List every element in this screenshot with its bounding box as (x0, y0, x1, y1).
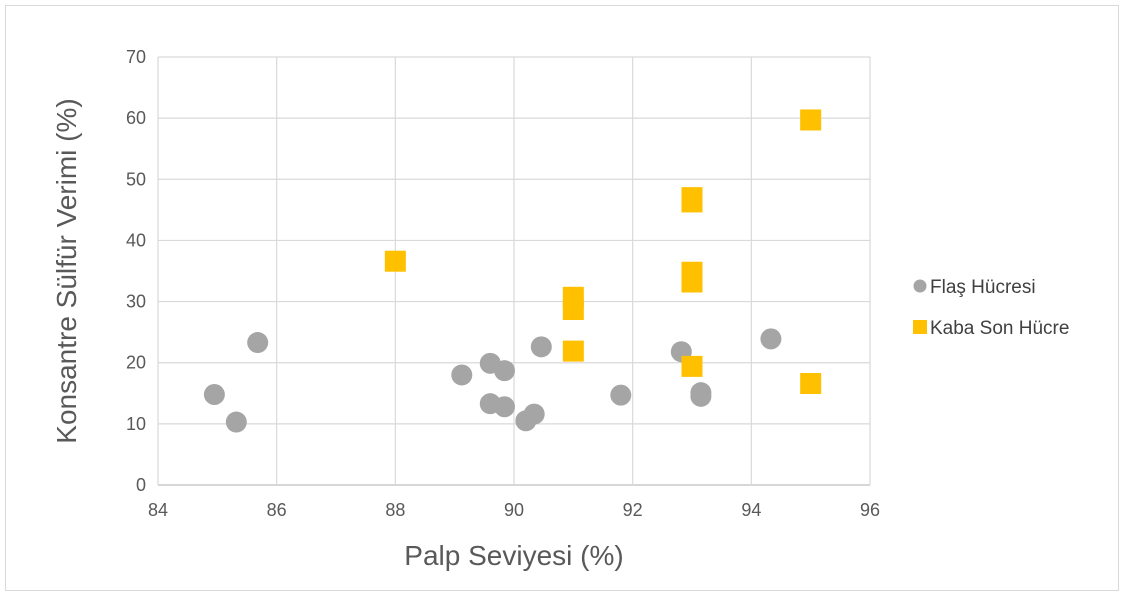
legend-label: Kaba Son Hücre (930, 318, 1069, 339)
point-flas-hucresi (523, 403, 545, 425)
x-tick-label: 96 (860, 500, 880, 520)
y-tick-labels: 0 10 20 30 40 50 60 70 (126, 47, 146, 495)
point-flas-hucresi (203, 384, 225, 406)
point-kaba-son-hucre (681, 271, 703, 293)
point-kaba-son-hucre (681, 355, 703, 377)
legend-label: Flaş Hücresi (930, 277, 1036, 298)
y-tick-label: 50 (126, 169, 146, 189)
legend-marker-square (913, 320, 927, 334)
point-flas-hucresi (247, 332, 269, 354)
point-flas-hucresi (530, 336, 552, 358)
data-points (203, 109, 822, 433)
y-tick-label: 20 (126, 353, 146, 373)
chart-frame (5, 5, 1119, 591)
point-kaba-son-hucre (681, 191, 703, 213)
y-tick-label: 0 (136, 475, 146, 495)
x-tick-label: 90 (504, 500, 524, 520)
legend-marker-circle (913, 279, 927, 293)
point-kaba-son-hucre (562, 299, 584, 321)
point-kaba-son-hucre (562, 340, 584, 362)
point-kaba-son-hucre (800, 109, 822, 131)
point-flas-hucresi (760, 328, 782, 350)
y-tick-label: 70 (126, 47, 146, 67)
point-flas-hucresi (225, 411, 247, 433)
grid-lines (157, 56, 871, 486)
point-flas-hucresi (494, 360, 516, 382)
x-axis-title: Palp Seviyesi (%) (404, 540, 623, 571)
x-tick-label: 92 (623, 500, 643, 520)
point-flas-hucresi (610, 384, 632, 406)
x-tick-label: 94 (741, 500, 761, 520)
point-kaba-son-hucre (384, 250, 406, 272)
x-tick-label: 86 (267, 500, 287, 520)
point-kaba-son-hucre (800, 373, 822, 395)
x-tick-label: 84 (148, 500, 168, 520)
point-flas-hucresi (494, 396, 516, 418)
point-flas-hucresi (451, 364, 473, 386)
y-tick-label: 40 (126, 230, 146, 250)
y-tick-label: 30 (126, 292, 146, 312)
legend: Flaş Hücresi Kaba Son Hücre (913, 277, 1069, 339)
y-axis-title: Konsantre Sülfür Verimi (%) (51, 98, 82, 443)
y-tick-label: 60 (126, 108, 146, 128)
x-tick-label: 88 (385, 500, 405, 520)
x-tick-labels: 84 86 88 90 92 94 96 (148, 500, 880, 520)
y-tick-label: 10 (126, 414, 146, 434)
point-flas-hucresi (690, 385, 712, 407)
